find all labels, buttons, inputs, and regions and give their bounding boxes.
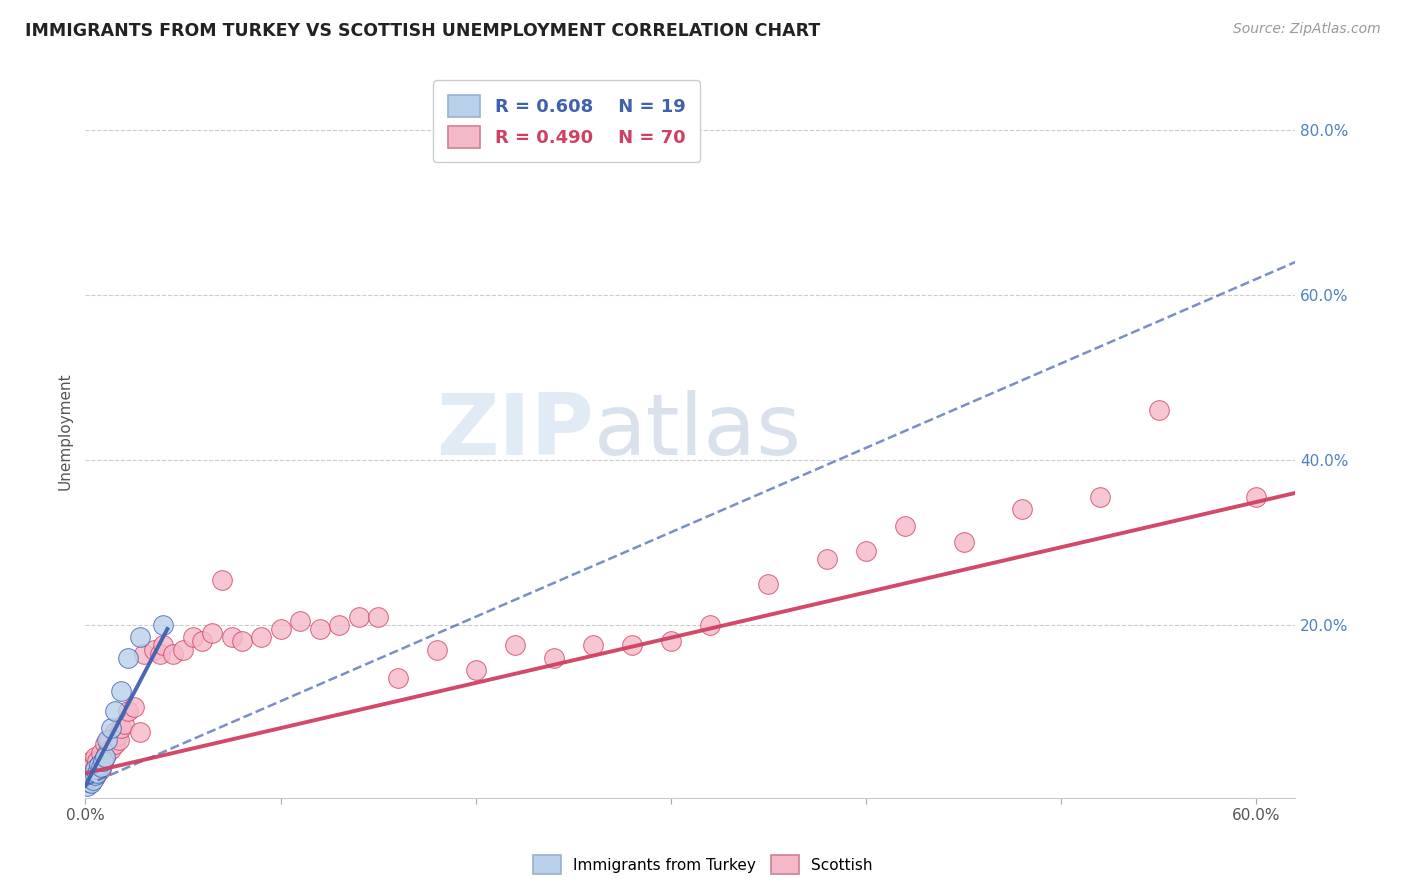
- Point: [76, 779, 98, 793]
- Point: [894, 519, 917, 533]
- Point: [91, 754, 114, 768]
- Point: [77, 766, 100, 780]
- Point: [84, 749, 107, 764]
- Point: [84, 768, 107, 782]
- Point: [104, 725, 127, 739]
- Point: [104, 738, 127, 752]
- Point: [97, 733, 120, 747]
- Point: [84, 762, 107, 776]
- Point: [77, 774, 100, 789]
- Point: [464, 663, 486, 677]
- Point: [172, 642, 194, 657]
- Point: [162, 647, 184, 661]
- Point: [191, 634, 214, 648]
- Point: [94, 749, 117, 764]
- Point: [582, 639, 605, 653]
- Text: Source: ZipAtlas.com: Source: ZipAtlas.com: [1233, 22, 1381, 37]
- Point: [90, 760, 112, 774]
- Point: [80, 776, 103, 790]
- Point: [1147, 403, 1170, 417]
- Point: [87, 758, 110, 772]
- Point: [100, 721, 122, 735]
- Point: [107, 733, 129, 747]
- Point: [231, 634, 253, 648]
- Point: [543, 651, 565, 665]
- Point: [328, 618, 350, 632]
- Point: [105, 729, 128, 743]
- Point: [699, 618, 721, 632]
- Point: [87, 758, 110, 772]
- Point: [250, 630, 273, 644]
- Point: [1011, 502, 1033, 516]
- Point: [426, 642, 449, 657]
- Point: [503, 639, 526, 653]
- Point: [288, 614, 311, 628]
- Point: [152, 639, 174, 653]
- Point: [148, 647, 170, 661]
- Point: [815, 552, 838, 566]
- Point: [201, 626, 224, 640]
- Point: [112, 716, 135, 731]
- Point: [80, 762, 103, 776]
- Point: [132, 647, 155, 661]
- Point: [76, 774, 98, 789]
- Point: [142, 642, 165, 657]
- Point: [80, 771, 103, 785]
- Point: [620, 639, 643, 653]
- Point: [94, 749, 117, 764]
- Point: [91, 754, 114, 768]
- Point: [77, 774, 100, 789]
- Text: atlas: atlas: [593, 390, 801, 473]
- Legend: Immigrants from Turkey, Scottish: Immigrants from Turkey, Scottish: [527, 849, 879, 880]
- Point: [117, 651, 139, 665]
- Y-axis label: Unemployment: Unemployment: [58, 372, 72, 490]
- Point: [82, 772, 104, 787]
- Point: [152, 618, 174, 632]
- Point: [117, 705, 139, 719]
- Point: [86, 766, 108, 780]
- Point: [1246, 490, 1268, 504]
- Point: [758, 576, 780, 591]
- Point: [94, 738, 117, 752]
- Point: [367, 609, 389, 624]
- Point: [129, 725, 152, 739]
- Point: [90, 746, 112, 760]
- Text: ZIP: ZIP: [436, 390, 593, 473]
- Point: [1090, 490, 1112, 504]
- Point: [86, 766, 108, 780]
- Point: [129, 630, 152, 644]
- Point: [76, 771, 98, 785]
- Point: [110, 683, 132, 698]
- Legend: R = 0.608    N = 19, R = 0.490    N = 70: R = 0.608 N = 19, R = 0.490 N = 70: [433, 80, 700, 162]
- Point: [952, 535, 974, 549]
- Point: [211, 573, 233, 587]
- Point: [82, 768, 104, 782]
- Point: [308, 622, 330, 636]
- Point: [270, 622, 292, 636]
- Point: [181, 630, 204, 644]
- Point: [387, 672, 409, 686]
- Point: [100, 741, 122, 756]
- Point: [855, 543, 877, 558]
- Point: [96, 733, 118, 747]
- Point: [104, 705, 127, 719]
- Point: [76, 762, 98, 776]
- Point: [84, 762, 107, 776]
- Point: [110, 721, 132, 735]
- Point: [86, 754, 108, 768]
- Point: [90, 762, 112, 776]
- Point: [82, 758, 104, 772]
- Point: [347, 609, 370, 624]
- Point: [80, 754, 103, 768]
- Point: [84, 771, 107, 785]
- Point: [122, 700, 145, 714]
- Point: [96, 746, 118, 760]
- Point: [221, 630, 243, 644]
- Point: [80, 771, 103, 785]
- Point: [659, 634, 682, 648]
- Text: IMMIGRANTS FROM TURKEY VS SCOTTISH UNEMPLOYMENT CORRELATION CHART: IMMIGRANTS FROM TURKEY VS SCOTTISH UNEMP…: [25, 22, 821, 40]
